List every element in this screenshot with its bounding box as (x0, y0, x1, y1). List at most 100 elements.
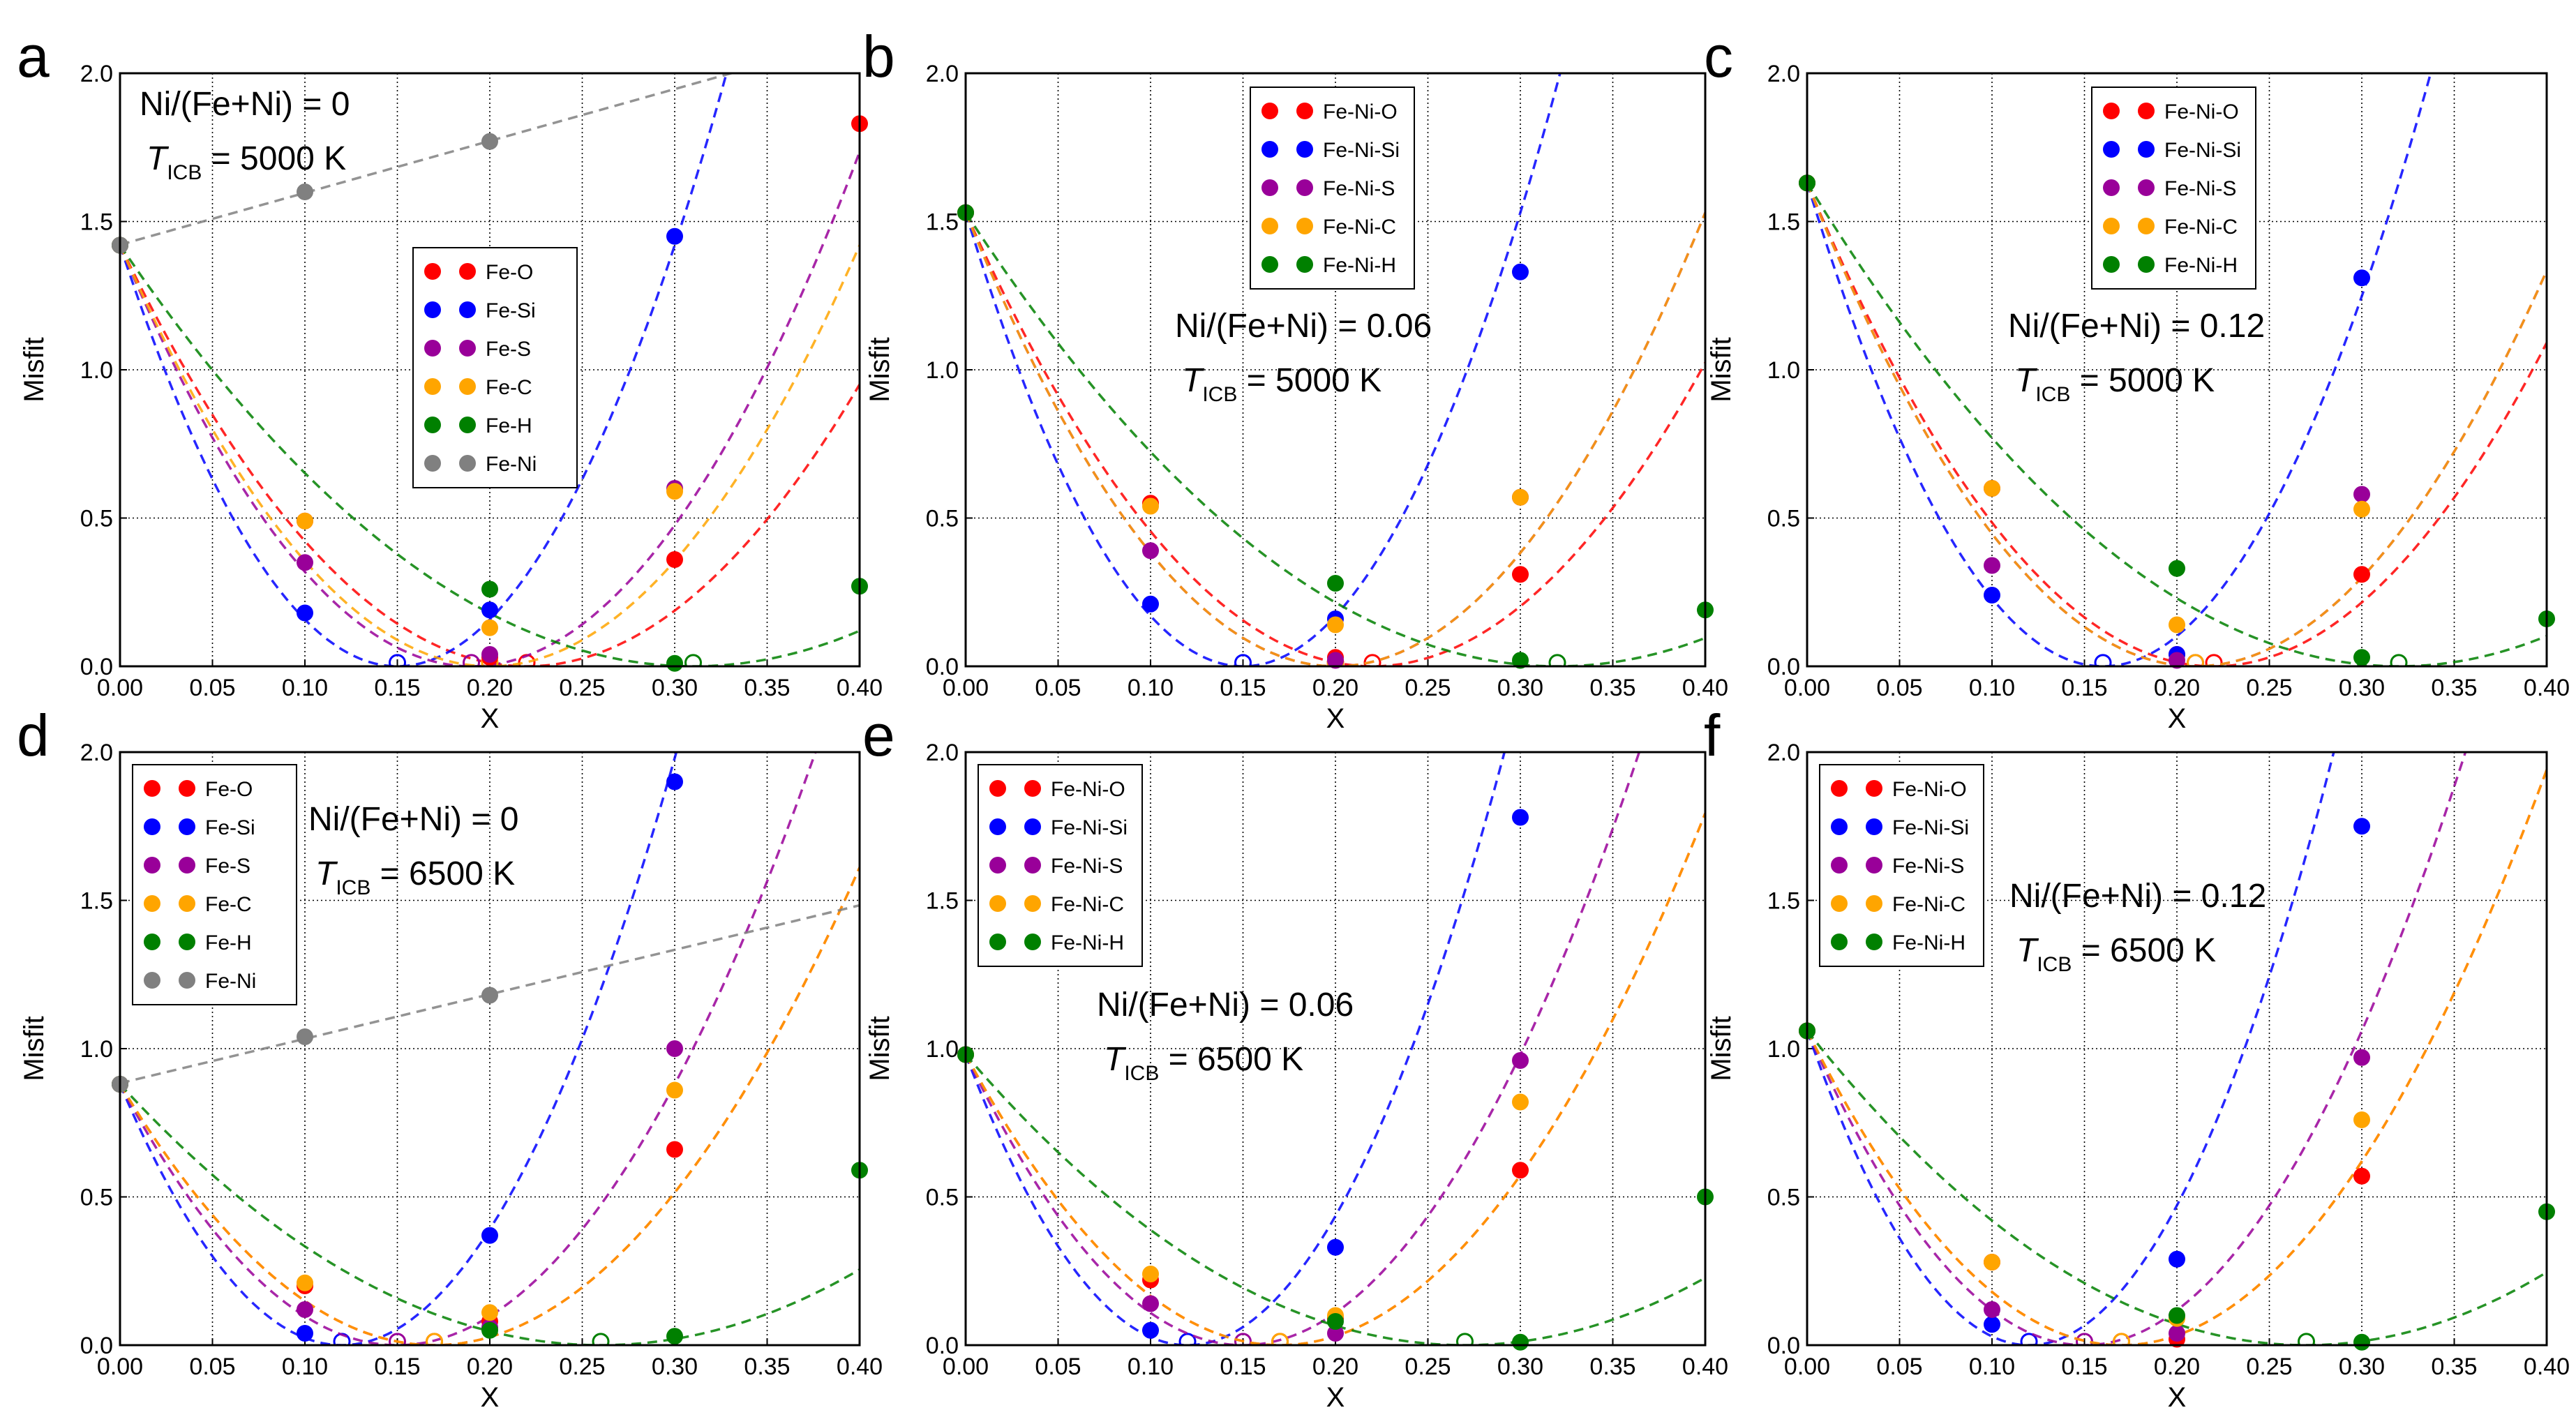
fit-minimum-marker (1234, 654, 1252, 666)
panel-e: e 0.00 0.05 0.10 0.15 0.20 0.25 0.30 0.35 0.40 0.0… (862, 703, 1728, 1413)
x-tick-label: 0.30 (1497, 1354, 1543, 1380)
x-tick-label: 0.35 (2431, 675, 2477, 701)
legend-marker (1296, 218, 1313, 234)
legend-marker (144, 972, 160, 989)
legend-label: Fe-Ni-C (1051, 893, 1124, 916)
data-point (666, 483, 683, 500)
data-point (481, 1304, 498, 1321)
composition-annotation: Ni/(Fe+Ni) = 0.12 (2008, 308, 2265, 345)
fit-curve (1807, 182, 2547, 666)
fit-minimum-marker (592, 1333, 610, 1345)
legend-marker (179, 857, 195, 874)
legend-label: Fe-Ni-O (1323, 100, 1398, 123)
y-tick-label: 0.5 (1767, 1185, 1800, 1211)
data-point (1142, 595, 1159, 613)
legend-label: Fe-Ni-H (1323, 254, 1396, 277)
y-tick-label: 2.0 (926, 61, 959, 87)
x-tick-label: 0.40 (1682, 1354, 1728, 1380)
y-tick-label: 0.5 (80, 506, 113, 532)
legend-marker (459, 340, 476, 357)
data-point (481, 580, 498, 598)
x-tick-label: 0.30 (2339, 675, 2385, 701)
legend-marker (1261, 256, 1278, 273)
composition-annotation: Ni/(Fe+Ni) = 0.06 (1175, 308, 1432, 345)
legend-marker (1261, 141, 1278, 158)
legend-marker (1024, 818, 1041, 835)
y-tick-label: 0.0 (1767, 654, 1800, 680)
legend-marker (179, 972, 195, 989)
legend-marker (459, 301, 476, 318)
x-tick-label: 0.05 (1035, 1354, 1081, 1380)
y-tick-label: 1.0 (926, 1036, 959, 1063)
y-tick-label: 1.5 (926, 888, 959, 915)
y-tick-label: 2.0 (926, 740, 959, 766)
legend-label: Fe-Ni-Si (2164, 139, 2241, 162)
data-point (1327, 1313, 1344, 1330)
y-tick-label: 1.0 (1767, 1036, 1800, 1063)
legend-marker (424, 455, 441, 472)
data-point (297, 1325, 313, 1342)
data-point (1984, 1254, 2000, 1271)
data-point (1512, 1052, 1529, 1069)
legend-label: Fe-Ni-S (1892, 855, 1964, 878)
legend-marker (459, 455, 476, 472)
legend (132, 764, 297, 1005)
data-point (666, 1328, 683, 1345)
data-point (1984, 1316, 2000, 1333)
legend-marker (2138, 256, 2155, 273)
y-tick-label: 2.0 (80, 740, 113, 766)
data-point (2169, 652, 2185, 669)
legend-marker (2138, 218, 2155, 234)
y-tick-label: 1.5 (80, 888, 113, 915)
x-tick-label: 0.40 (2524, 1354, 2570, 1380)
x-tick-label: 0.20 (467, 675, 513, 701)
data-point (297, 1028, 313, 1045)
fit-curve (120, 904, 860, 1085)
data-point (1512, 1093, 1529, 1111)
legend-label: Fe-Ni-O (2164, 100, 2239, 123)
x-tick-label: 0.05 (1035, 675, 1081, 701)
legend-marker (1296, 103, 1313, 119)
x-axis-label: X (1326, 703, 1345, 734)
fit-minimum-marker (2187, 654, 2204, 666)
legend-label: Fe-Si (205, 816, 255, 839)
x-tick-label: 0.25 (559, 675, 605, 701)
x-tick-label: 0.35 (1589, 1354, 1635, 1380)
data-point (1142, 1266, 1159, 1282)
legend-marker (1296, 179, 1313, 196)
fit-minimum-marker (1548, 654, 1566, 666)
legend-marker (989, 780, 1006, 797)
legend-marker (1866, 857, 1882, 874)
legend-marker (2138, 103, 2155, 119)
y-tick-label: 2.0 (80, 61, 113, 87)
y-tick-label: 1.0 (926, 357, 959, 384)
data-point (1327, 616, 1344, 634)
data-point (481, 619, 498, 636)
axes-frame (964, 751, 1707, 1347)
x-tick-label: 0.40 (2524, 675, 2570, 701)
fit-curve (120, 244, 860, 666)
data-point (1512, 1333, 1529, 1351)
x-tick-label: 0.10 (1969, 675, 2015, 701)
temperature-annotation: TICB = 5000 K (2015, 362, 2215, 406)
legend-marker (144, 934, 160, 950)
fit-minimum-marker (2020, 1333, 2038, 1345)
data-point (297, 1301, 313, 1318)
x-tick-label: 0.30 (652, 1354, 698, 1380)
x-tick-label: 0.35 (744, 1354, 790, 1380)
legend-marker (144, 818, 160, 835)
x-tick-label: 0.20 (467, 1354, 513, 1380)
legend-marker (1866, 780, 1882, 797)
x-axis-label: X (1326, 1382, 1345, 1413)
x-tick-label: 0.15 (1220, 675, 1266, 701)
panel-letter: f (1704, 703, 1721, 768)
data-point (1512, 1162, 1529, 1179)
y-tick-label: 1.0 (80, 1036, 113, 1063)
legend-marker (144, 857, 160, 874)
legend-label: Fe-Ni-S (1051, 855, 1123, 878)
fit-curve (966, 1054, 1705, 1345)
data-point (2353, 649, 2370, 666)
y-axis-label: Misfit (864, 1016, 895, 1081)
x-tick-label: 0.20 (2154, 675, 2200, 701)
